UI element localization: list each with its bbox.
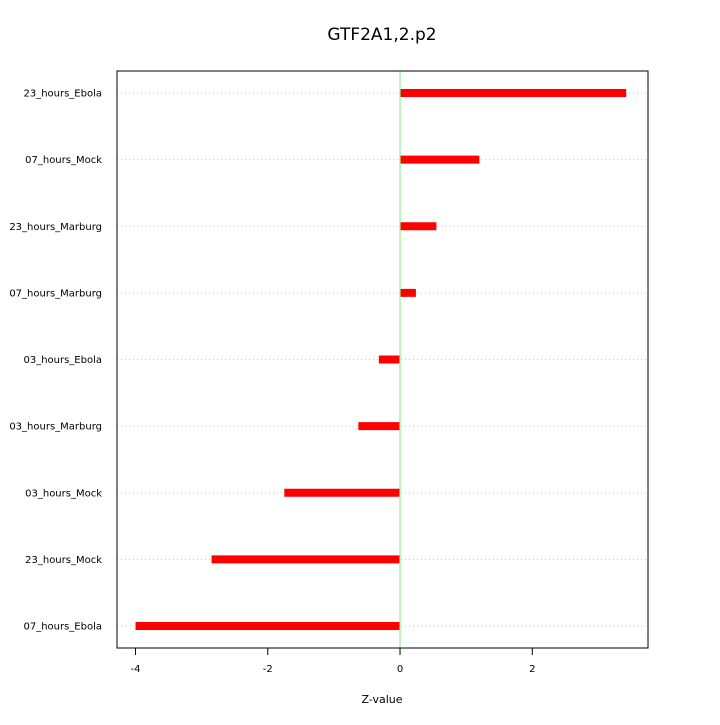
category-label: 07_hours_Marburg: [9, 288, 102, 299]
bar-07_hours_Ebola: [135, 622, 401, 630]
category-label: 23_hours_Marburg: [9, 222, 102, 233]
x-tick-label: 0: [397, 664, 403, 675]
x-tick-label: 2: [529, 664, 535, 675]
bars: [135, 89, 627, 630]
x-axis-title: Z-value: [361, 693, 402, 706]
bar-23_hours_Mock: [211, 555, 401, 564]
bar-03_hours_Ebola: [378, 355, 401, 364]
category-label: 03_hours_Mock: [25, 488, 102, 499]
x-tick-label: -2: [263, 664, 273, 675]
plot-frame: [116, 70, 649, 649]
bar-07_hours_Marburg: [400, 288, 416, 297]
x-tick-label: -4: [131, 664, 141, 675]
bar-23_hours_Ebola: [400, 89, 627, 97]
chart-title: GTF2A1,2.p2: [327, 25, 436, 45]
bar-23_hours_Marburg: [400, 222, 437, 231]
category-label: 03_hours_Marburg: [9, 422, 102, 433]
x-axis-ticks: -4 -2 0 2: [131, 648, 535, 675]
category-labels: 23_hours_Ebola 07_hours_Mock 23_hours_Marb…: [9, 89, 102, 633]
bar-03_hours_Marburg: [358, 422, 401, 431]
bar-07_hours_Mock: [400, 155, 480, 164]
category-label: 07_hours_Mock: [25, 155, 102, 166]
bar-03_hours_Mock: [284, 488, 401, 497]
category-label: 03_hours_Ebola: [23, 355, 102, 366]
category-label: 23_hours_Mock: [25, 555, 102, 566]
category-label: 07_hours_Ebola: [23, 622, 102, 633]
category-label: 23_hours_Ebola: [23, 89, 102, 100]
